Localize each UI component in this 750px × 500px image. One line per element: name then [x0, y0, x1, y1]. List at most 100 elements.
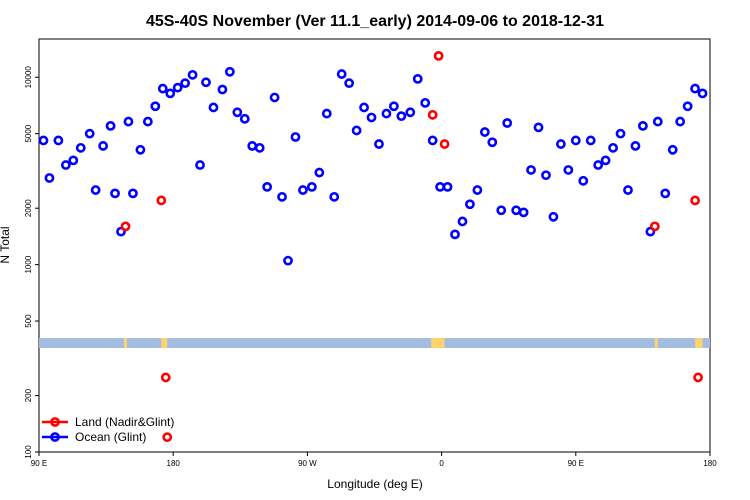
ocean-point: [232, 107, 243, 118]
ocean-point: [630, 141, 641, 151]
ocean-point: [667, 144, 678, 155]
land-band-segment: [161, 338, 168, 348]
ocean-point: [105, 120, 116, 131]
ocean-point: [496, 205, 507, 216]
ocean-point: [578, 175, 589, 186]
land-point: [160, 372, 171, 383]
ocean-point: [314, 167, 325, 178]
ocean-point: [290, 132, 301, 142]
ocean-point: [201, 77, 211, 88]
land-band-segment: [431, 338, 445, 348]
ocean-point: [247, 141, 258, 151]
ocean-point: [195, 160, 205, 170]
ocean-point: [593, 160, 604, 170]
x-tick-label: 90 W: [298, 459, 317, 468]
land-point: [690, 195, 700, 206]
ocean-point: [75, 142, 86, 153]
ocean-point: [396, 111, 407, 122]
ocean-point: [442, 181, 453, 192]
ocean-point: [208, 102, 219, 113]
ocean-point: [435, 181, 446, 192]
land-point: [156, 195, 167, 206]
ocean-point: [608, 142, 618, 153]
ocean-point: [585, 135, 596, 146]
ocean-point: [321, 108, 332, 119]
y-tick-label: 10000: [24, 66, 33, 89]
land-point: [649, 221, 660, 232]
ocean-point: [405, 107, 416, 118]
ocean-point: [518, 207, 529, 218]
legend-ocean-marker: [50, 432, 60, 442]
ocean-point: [351, 125, 362, 136]
ocean-point: [697, 88, 708, 99]
ocean-point: [84, 128, 95, 139]
land-band-segment: [695, 338, 703, 348]
ocean-point: [652, 116, 663, 127]
land-band-segment: [654, 338, 658, 348]
ocean-point: [502, 118, 513, 128]
ocean-point: [68, 155, 79, 166]
land-point: [693, 372, 703, 383]
land-point: [433, 50, 444, 61]
ocean-point: [128, 188, 138, 199]
ocean-point: [563, 165, 574, 175]
x-axis: 90 E 180 90 W 0 90 E 180: [31, 452, 717, 468]
ocean-point: [570, 135, 581, 146]
y-tick-label: 500: [24, 314, 33, 328]
surface-reference-band: [39, 338, 710, 348]
ocean-point: [450, 229, 460, 240]
ocean-point: [277, 191, 287, 202]
ocean-point: [541, 170, 551, 181]
ocean-point: [172, 82, 183, 93]
ocean-point: [298, 185, 308, 195]
ocean-point: [548, 211, 559, 222]
y-tick-label: 1000: [24, 255, 33, 273]
y-tick-label: 100: [24, 445, 33, 459]
ocean-point: [412, 73, 423, 84]
x-tick-label: 90 E: [31, 459, 47, 468]
ocean-point: [600, 155, 611, 166]
ocean-point: [53, 135, 64, 146]
ocean-point: [388, 101, 399, 112]
ocean-point: [479, 127, 490, 137]
data-points: [38, 50, 708, 443]
ocean-point: [110, 188, 120, 199]
ocean-point: [60, 160, 71, 170]
x-tick-label: 0: [439, 459, 444, 468]
ocean-point: [472, 185, 483, 195]
y-tick-label: 200: [24, 388, 33, 402]
ocean-point: [224, 66, 235, 77]
ocean-point: [555, 139, 566, 149]
ocean-point: [359, 102, 369, 113]
legend-land-label: Land (Nadir&Glint): [75, 415, 174, 429]
ocean-point: [682, 101, 693, 112]
ocean-band: [39, 338, 710, 348]
legend: Land (Nadir&Glint) Ocean (Glint): [42, 415, 174, 444]
land-point: [162, 432, 173, 443]
ocean-point: [526, 165, 536, 175]
legend-ocean-label: Ocean (Glint): [75, 430, 146, 444]
ocean-point: [511, 205, 522, 216]
ocean-point: [336, 69, 347, 79]
ocean-point: [690, 83, 700, 94]
land-point: [439, 139, 450, 149]
ocean-point: [457, 216, 468, 227]
ocean-point: [239, 113, 250, 124]
ocean-point: [262, 181, 273, 192]
ocean-point: [366, 112, 377, 123]
ocean-point: [135, 144, 146, 155]
ocean-point: [623, 185, 633, 195]
ocean-point: [660, 188, 671, 199]
ocean-point: [123, 116, 134, 127]
ocean-point: [675, 116, 686, 127]
x-tick-label: 180: [167, 459, 181, 468]
y-axis: 100 200 500 1000 2000 5000 10000: [24, 66, 39, 459]
ocean-point: [427, 135, 438, 146]
ocean-point: [306, 181, 317, 192]
ocean-point: [533, 122, 544, 133]
ocean-point: [344, 78, 355, 89]
ocean-point: [420, 97, 431, 108]
ocean-point: [150, 101, 161, 112]
chart-title: 45S-40S November (Ver 11.1_early) 2014-0…: [146, 13, 604, 30]
